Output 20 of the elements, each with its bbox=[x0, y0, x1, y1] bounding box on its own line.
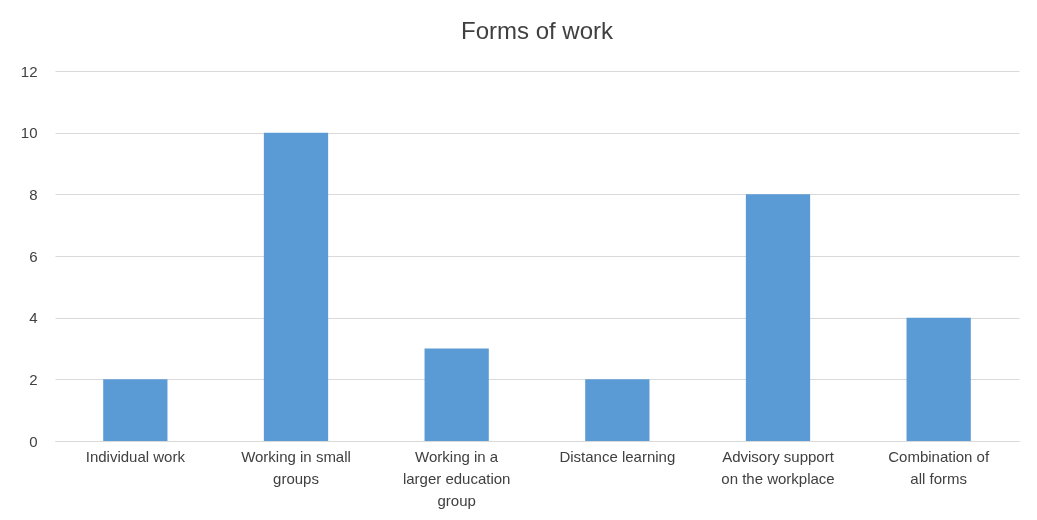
chart-title: Forms of work bbox=[460, 17, 615, 44]
x-tick-label: Advisory support on the workplace bbox=[721, 447, 835, 487]
y-tick-label: 2 bbox=[29, 370, 38, 388]
y-tick-label: 10 bbox=[20, 124, 38, 142]
bar bbox=[103, 379, 168, 441]
x-tick-label: Working in a larger education group bbox=[402, 447, 511, 509]
bar bbox=[263, 132, 329, 441]
x-tick-label: Combination of all forms bbox=[888, 447, 990, 487]
x-tick-label: Working in small groups bbox=[241, 447, 351, 487]
y-tick-label: 0 bbox=[29, 432, 38, 450]
bar bbox=[906, 317, 971, 441]
bar bbox=[745, 194, 811, 441]
bar bbox=[585, 379, 650, 441]
y-tick-label: 8 bbox=[29, 185, 38, 203]
y-tick-label: 4 bbox=[29, 309, 38, 327]
x-tick-label: Individual work bbox=[85, 447, 186, 465]
y-tick-label: 12 bbox=[20, 62, 38, 80]
bar bbox=[424, 348, 489, 441]
y-tick-label: 6 bbox=[29, 247, 38, 265]
x-tick-label: Distance learning bbox=[559, 447, 676, 465]
